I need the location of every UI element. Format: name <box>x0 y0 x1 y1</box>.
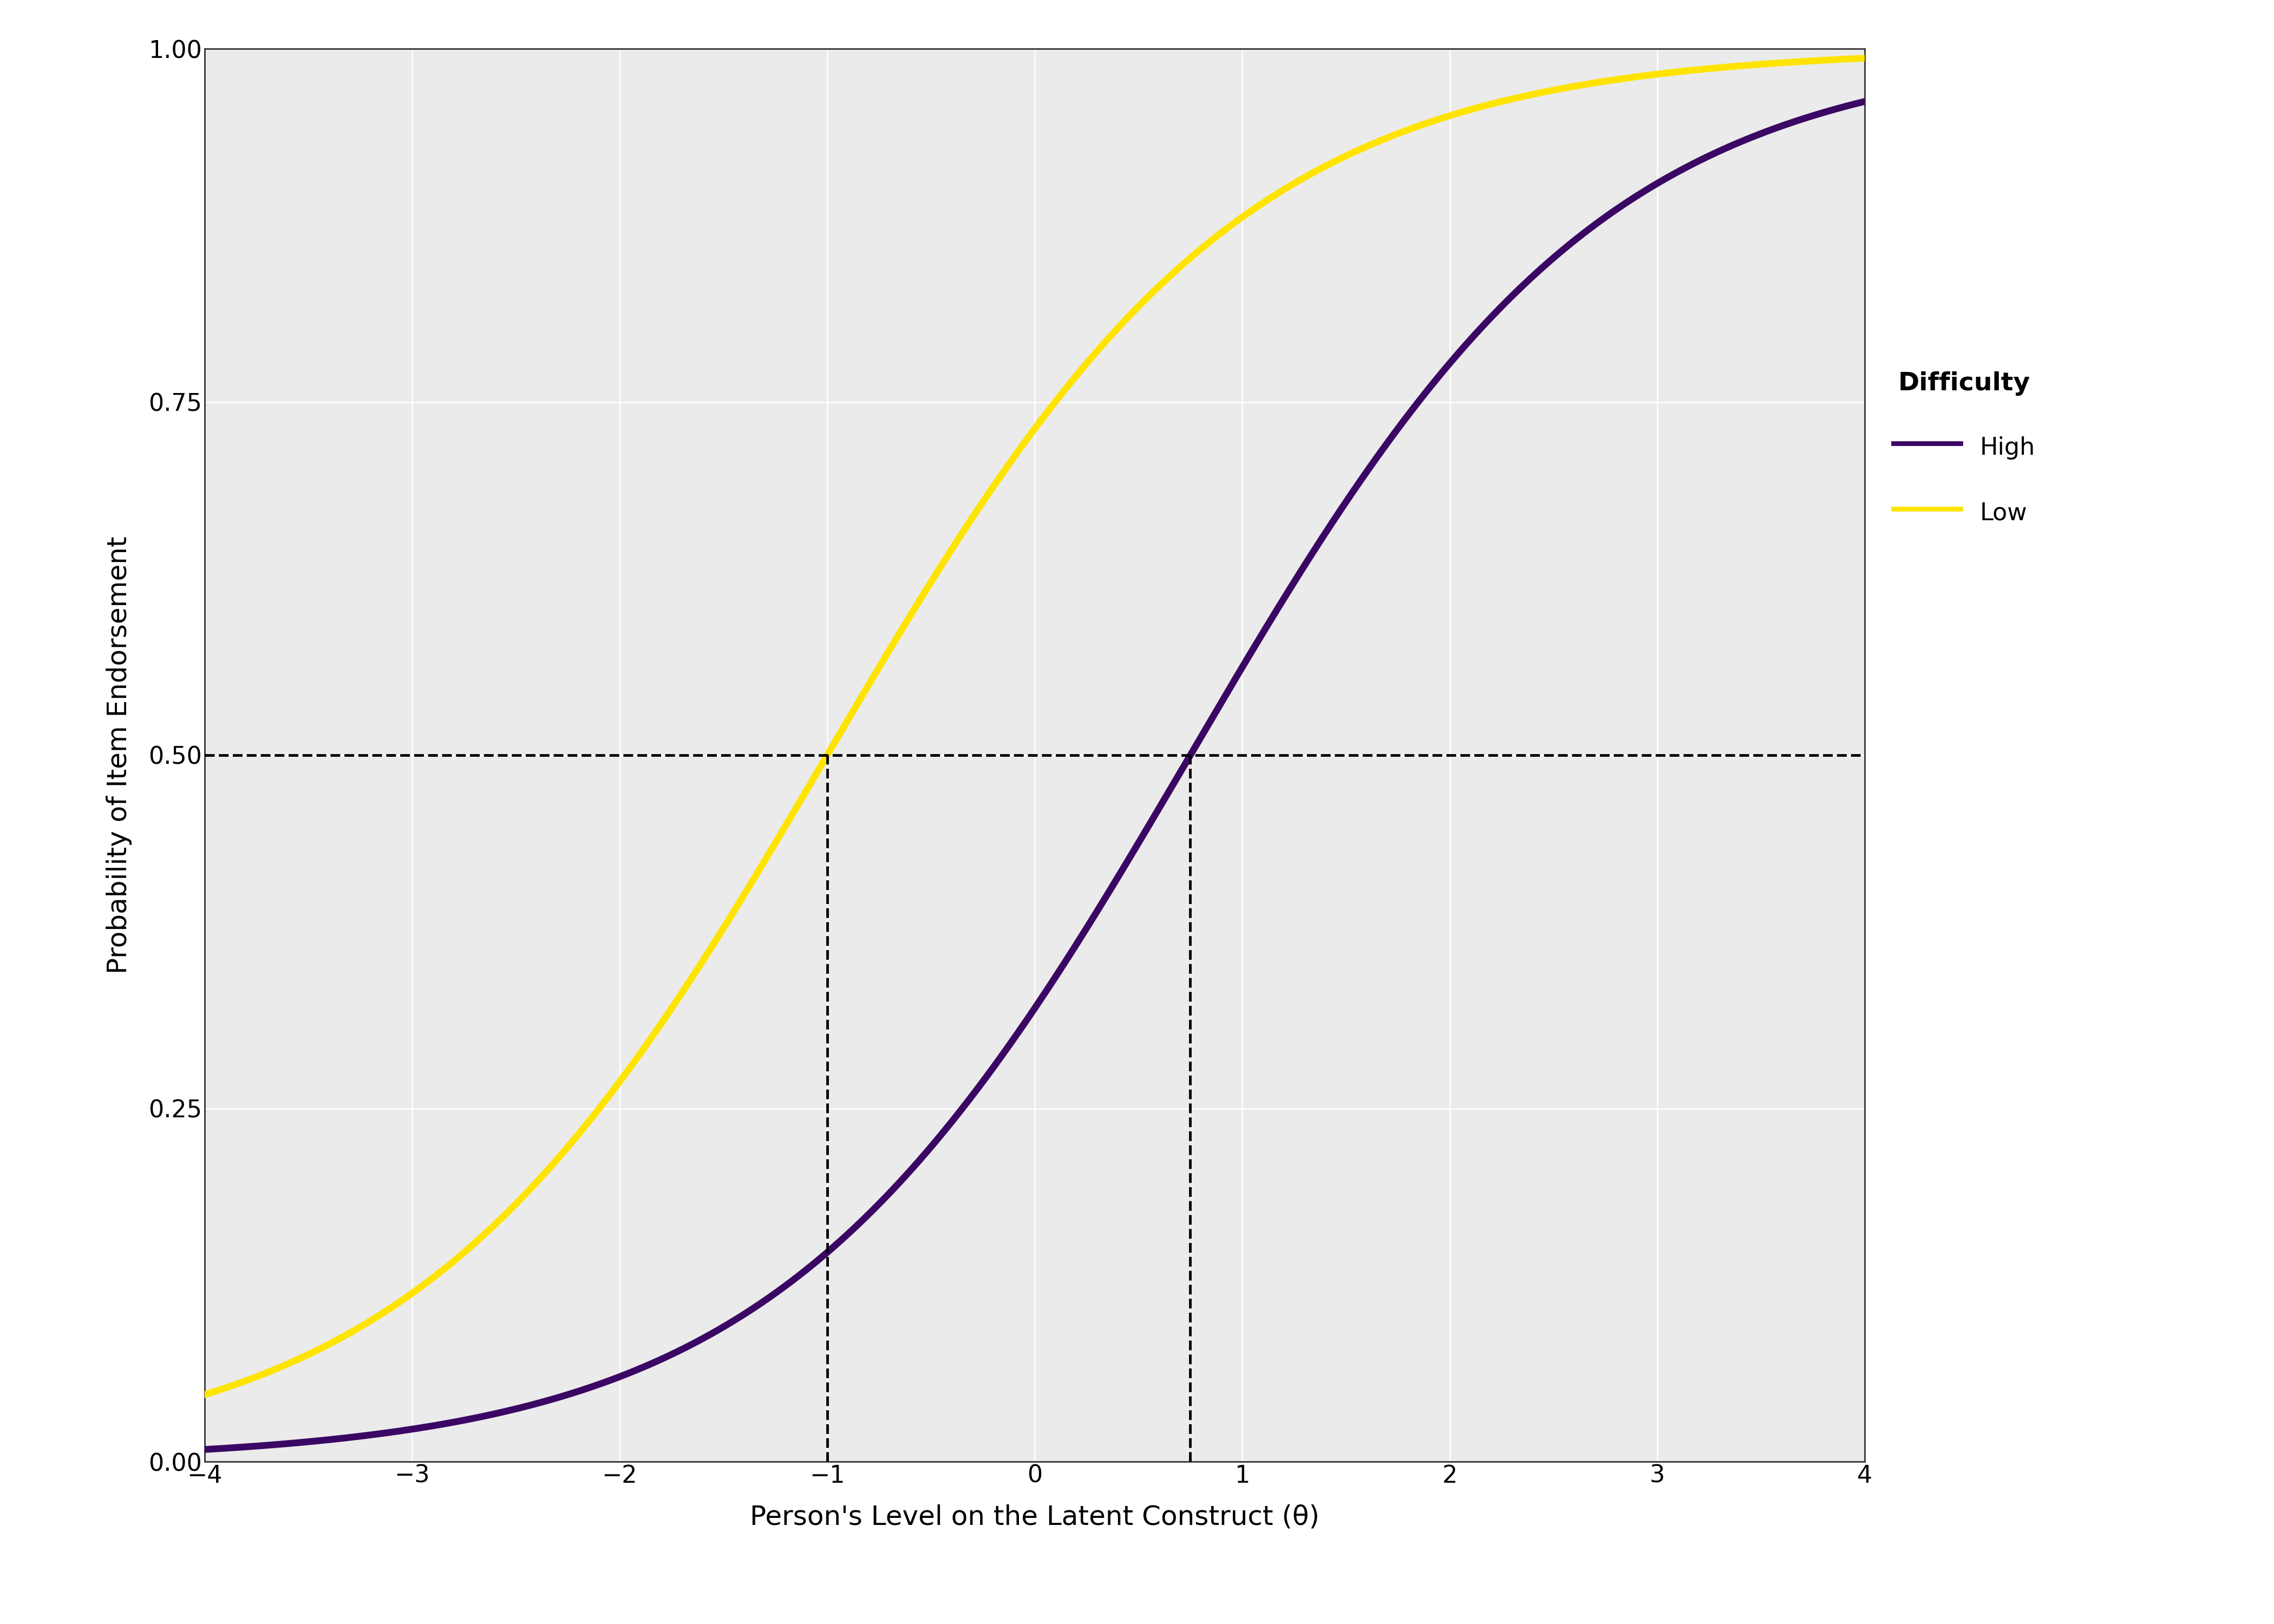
Y-axis label: Probability of Item Endorsement: Probability of Item Endorsement <box>107 536 132 974</box>
X-axis label: Person's Level on the Latent Construct (θ): Person's Level on the Latent Construct (… <box>750 1504 1319 1530</box>
Legend: High, Low: High, Low <box>1894 372 2035 526</box>
